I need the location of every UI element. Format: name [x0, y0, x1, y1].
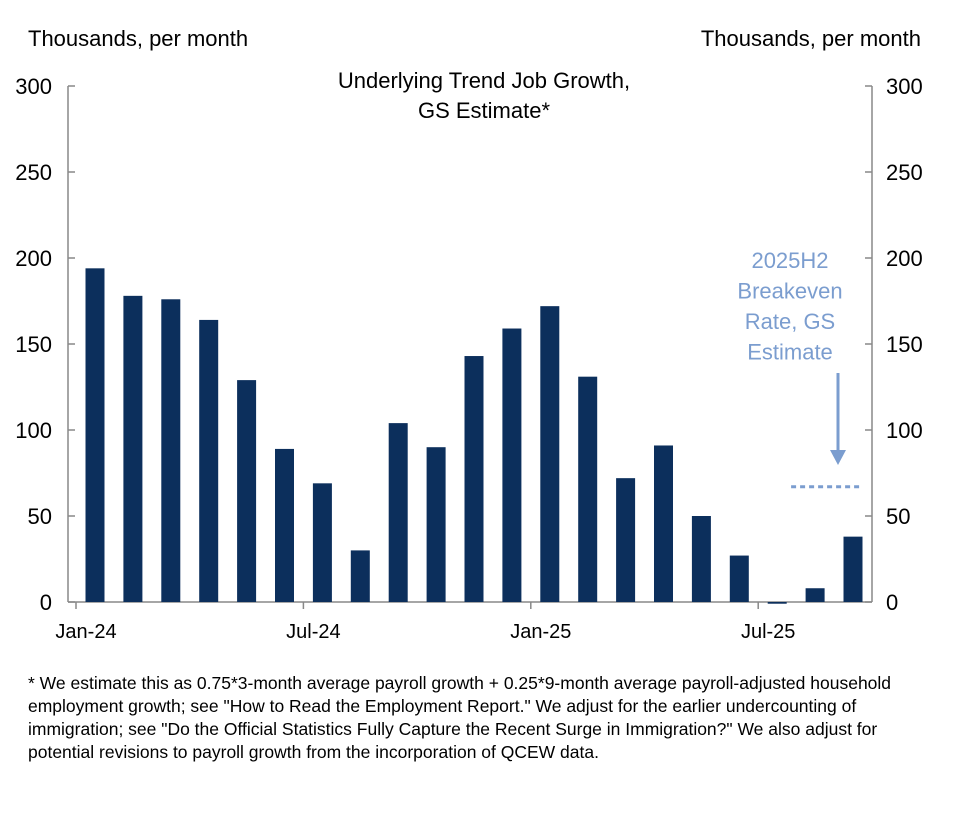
- breakeven-annotation: 2025H2: [751, 248, 828, 273]
- left-tick-label: 50: [28, 504, 52, 529]
- bar-Oct-24: [426, 447, 446, 602]
- bar-Jan-24: [85, 268, 105, 602]
- bar-Jun-24: [275, 448, 294, 602]
- bar-May-25: [691, 516, 711, 602]
- left-tick-label: 250: [15, 160, 52, 185]
- x-tick-label: Jan-24: [55, 621, 116, 643]
- right-tick-label: 150: [886, 332, 923, 357]
- bar-Sep-24: [388, 423, 408, 602]
- chart-title: Underlying Trend Job Growth,: [338, 68, 630, 93]
- left-tick-label: 300: [15, 74, 52, 99]
- x-tick-label: Jul-24: [286, 621, 340, 643]
- bar-Jul-24: [312, 483, 332, 602]
- bar-Sep-25: [843, 536, 863, 602]
- left-tick-label: 100: [15, 418, 52, 443]
- left-axis-title: Thousands, per month: [28, 26, 248, 51]
- annotation-arrow-head: [830, 450, 846, 465]
- x-tick-label: Jan-25: [510, 621, 571, 643]
- right-tick-label: 300: [886, 74, 923, 99]
- bar-Apr-25: [654, 445, 673, 602]
- left-tick-label: 200: [15, 246, 52, 271]
- bar-May-24: [237, 380, 257, 602]
- right-tick-label: 100: [886, 418, 923, 443]
- right-tick-label: 50: [886, 504, 910, 529]
- breakeven-annotation: Rate, GS: [745, 309, 835, 334]
- right-tick-label: 250: [886, 160, 923, 185]
- bar-Feb-24: [123, 295, 143, 602]
- left-tick-label: 0: [40, 590, 52, 615]
- bar-Aug-25: [805, 588, 825, 602]
- bar-Apr-24: [199, 319, 219, 602]
- left-tick-label: 150: [15, 332, 52, 357]
- x-tick-label: Jul-25: [741, 621, 795, 643]
- bar-Feb-25: [578, 376, 598, 602]
- bar-Dec-24: [502, 328, 522, 602]
- right-tick-label: 200: [886, 246, 923, 271]
- footnote: * We estimate this as 0.75*3-month avera…: [28, 673, 892, 762]
- bar-Jan-25: [540, 306, 560, 602]
- bar-Nov-24: [464, 356, 484, 602]
- bar-Jul-25: [767, 602, 787, 604]
- bar-chart: Thousands, per month Thousands, per month…: [15, 26, 923, 643]
- breakeven-annotation: Estimate: [747, 340, 833, 365]
- bar-Mar-25: [616, 478, 636, 602]
- bar-Mar-24: [161, 299, 181, 602]
- chart-title: GS Estimate*: [418, 98, 550, 123]
- bar-Jun-25: [729, 555, 749, 602]
- right-axis-title: Thousands, per month: [701, 26, 921, 51]
- right-tick-label: 0: [886, 590, 898, 615]
- bar-Aug-24: [350, 550, 370, 602]
- breakeven-annotation: Breakeven: [737, 279, 842, 304]
